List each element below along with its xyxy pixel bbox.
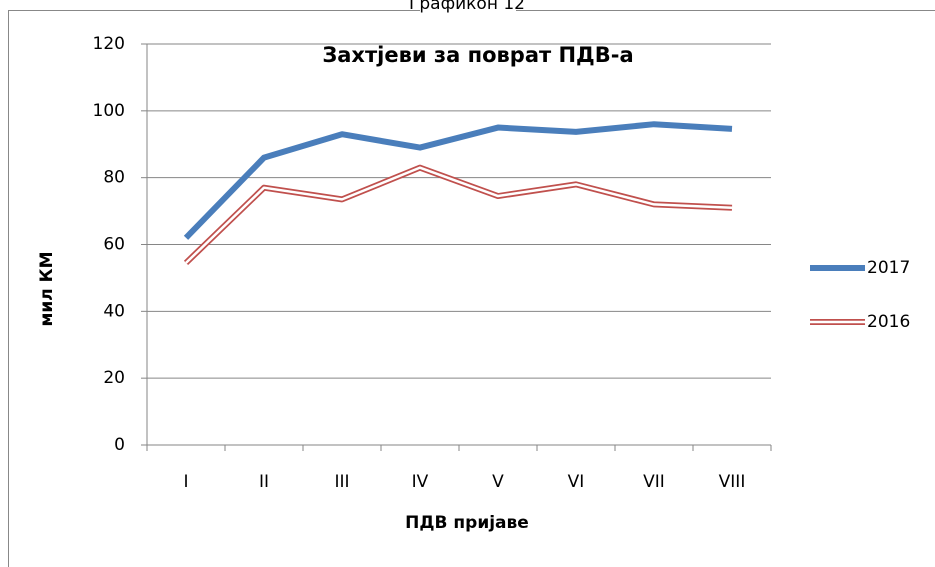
series-line-inner	[185, 166, 733, 264]
caption: Графикон 12	[409, 0, 525, 14]
y-tick-label: 20	[103, 368, 125, 388]
x-tick-label: VII	[643, 472, 665, 492]
x-tick-label: IV	[412, 472, 429, 492]
y-tick-label: 40	[103, 301, 125, 321]
x-tick-label: V	[492, 472, 504, 492]
x-tick-label: I	[183, 472, 188, 492]
caption-bg	[420, 0, 516, 14]
y-tick-label: 80	[103, 168, 125, 188]
x-tick-label: VIII	[719, 472, 746, 492]
x-tick-label: III	[334, 472, 349, 492]
y-tick-label: 60	[103, 235, 125, 255]
chart-title: Захтјеви за поврат ПДВ-а	[322, 43, 633, 67]
legend-label: 2016	[867, 312, 910, 332]
y-axis-title: мил КМ	[37, 252, 57, 327]
y-tick-label: 100	[93, 101, 125, 121]
y-tick-label: 0	[114, 435, 125, 455]
x-tick-label: VI	[568, 472, 585, 492]
x-tick-label: II	[259, 472, 269, 492]
x-axis-title: ПДВ пријаве	[405, 513, 529, 533]
series-line	[183, 121, 733, 240]
y-tick-label: 120	[93, 34, 125, 54]
legend-label: 2017	[867, 258, 910, 278]
